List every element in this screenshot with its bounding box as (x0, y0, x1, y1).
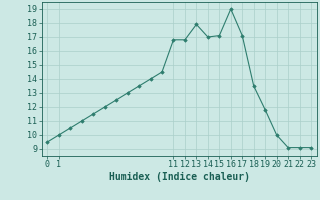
X-axis label: Humidex (Indice chaleur): Humidex (Indice chaleur) (109, 172, 250, 182)
